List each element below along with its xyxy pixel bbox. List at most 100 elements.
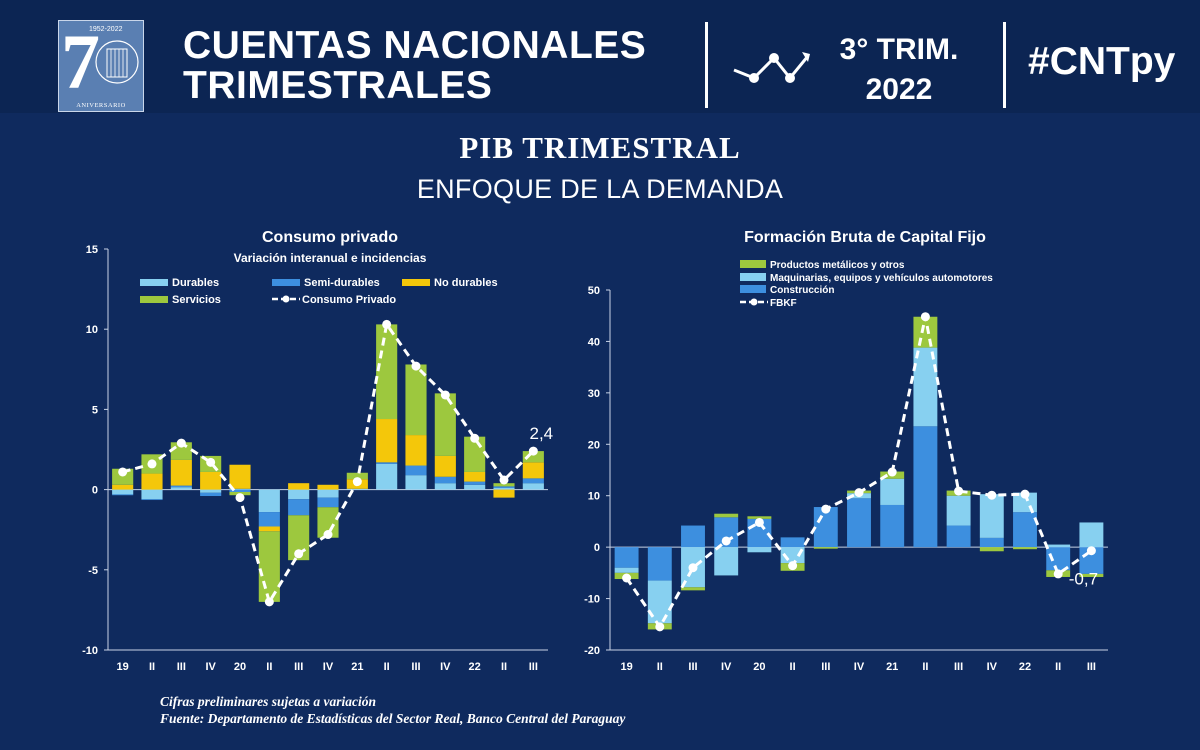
legend-swatch — [740, 285, 766, 293]
legend-label: No durables — [434, 277, 498, 289]
line-point — [821, 504, 831, 514]
line-point — [382, 319, 392, 329]
bar-segment — [880, 478, 905, 505]
bar-segment — [880, 504, 905, 548]
line-point — [954, 486, 964, 496]
bar-segment — [913, 316, 938, 348]
line-point — [528, 446, 538, 456]
x-tick-label: III — [411, 661, 420, 673]
header-divider-1 — [705, 22, 708, 108]
x-tick-label: II — [266, 661, 272, 673]
y-tick-label: -5 — [88, 565, 98, 577]
legend-line-marker — [282, 295, 290, 303]
report-title: CUENTAS NACIONALES TRIMESTRALES — [183, 26, 646, 106]
legend-swatch — [740, 260, 766, 268]
y-tick-label: 40 — [588, 336, 600, 348]
line-point — [440, 390, 450, 400]
line-point — [887, 467, 897, 477]
x-tick-label: II — [149, 661, 155, 673]
trend-line-icon — [733, 52, 810, 83]
bar-segment — [522, 451, 544, 463]
bar-segment — [1046, 544, 1071, 548]
bar-segment — [522, 478, 544, 484]
bar-segment — [714, 517, 739, 548]
bar-segment — [434, 393, 456, 456]
line-point — [118, 467, 128, 477]
bar-segment — [946, 495, 971, 526]
bar-segment — [1013, 547, 1037, 550]
main-subtitle: ENFOQUE DE LA DEMANDA — [416, 174, 784, 204]
line-point — [235, 493, 245, 503]
bar-segment — [112, 468, 134, 485]
report-title-line2: TRIMESTRALES — [183, 64, 493, 107]
x-tick-label: III — [954, 661, 963, 673]
bar-segment — [780, 537, 805, 548]
line-point — [1020, 489, 1030, 499]
bar-segment — [229, 464, 251, 489]
bcp-anniversary-logo: 7 1952-2022 ANIVERSARIO — [58, 20, 144, 112]
bar-segment — [493, 486, 515, 488]
line-point — [176, 438, 186, 448]
header-divider-2 — [1003, 22, 1006, 108]
x-tick-label: 21 — [886, 661, 898, 673]
legend-label: Durables — [172, 277, 219, 289]
x-tick-label: II — [501, 661, 507, 673]
line-point — [754, 517, 764, 527]
x-tick-label: II — [657, 661, 663, 673]
bar-segment — [317, 507, 339, 538]
bar-segment — [258, 489, 280, 513]
bar-segment — [346, 488, 368, 490]
line-point — [323, 530, 333, 540]
logo-years: 1952-2022 — [89, 26, 123, 33]
x-tick-label: IV — [205, 661, 216, 673]
bar-segment — [681, 525, 705, 548]
bar-segment — [405, 465, 427, 476]
bar-segment — [747, 516, 772, 519]
data-label: 2,4 — [530, 424, 554, 443]
bar-segment — [747, 547, 772, 553]
x-tick-label: IV — [854, 661, 865, 673]
x-tick-label: 20 — [753, 661, 765, 673]
bar-segment — [112, 489, 134, 495]
legend-label: Productos metálicos y otros — [770, 260, 905, 271]
line-point — [294, 549, 304, 559]
bar-segment — [170, 459, 192, 486]
bar-segment — [614, 547, 639, 568]
hashtag: #CNTpy — [1028, 40, 1176, 83]
bar-segment — [614, 567, 639, 573]
bar-segment — [376, 324, 398, 420]
x-tick-label: 21 — [351, 661, 363, 673]
legend-swatch — [140, 279, 168, 286]
bar-segment — [141, 489, 163, 500]
line-point — [688, 563, 698, 573]
line-point — [1053, 569, 1063, 579]
y-tick-label: -20 — [584, 645, 600, 657]
legend-line-marker — [750, 298, 758, 306]
bar-segment — [258, 531, 280, 602]
bar-segment — [376, 463, 398, 490]
bar-segment — [847, 498, 871, 548]
x-tick-label: III — [177, 661, 186, 673]
line-point — [655, 622, 665, 632]
x-tick-label: II — [384, 661, 390, 673]
bar-segment — [979, 537, 1004, 548]
y-tick-label: 10 — [86, 324, 98, 336]
y-tick-label: 15 — [86, 244, 98, 256]
bar-segment — [464, 471, 486, 482]
bar-segment — [464, 484, 486, 490]
period-quarter: 3° TRIM. — [839, 33, 959, 66]
footnote-source: Fuente: Departamento de Estadísticas del… — [160, 711, 626, 726]
line-point — [920, 312, 930, 322]
bar-segment — [493, 483, 515, 487]
bar-segment — [681, 587, 705, 591]
bar-segment — [1079, 522, 1104, 548]
legend-label: FBKF — [770, 298, 797, 309]
bar-segment — [647, 580, 672, 624]
bar-segment — [258, 526, 280, 532]
bar-segment — [317, 489, 339, 498]
bar-segment — [405, 364, 427, 436]
x-tick-label: III — [529, 661, 538, 673]
bar-segment — [714, 513, 739, 518]
y-tick-label: 50 — [588, 285, 600, 297]
